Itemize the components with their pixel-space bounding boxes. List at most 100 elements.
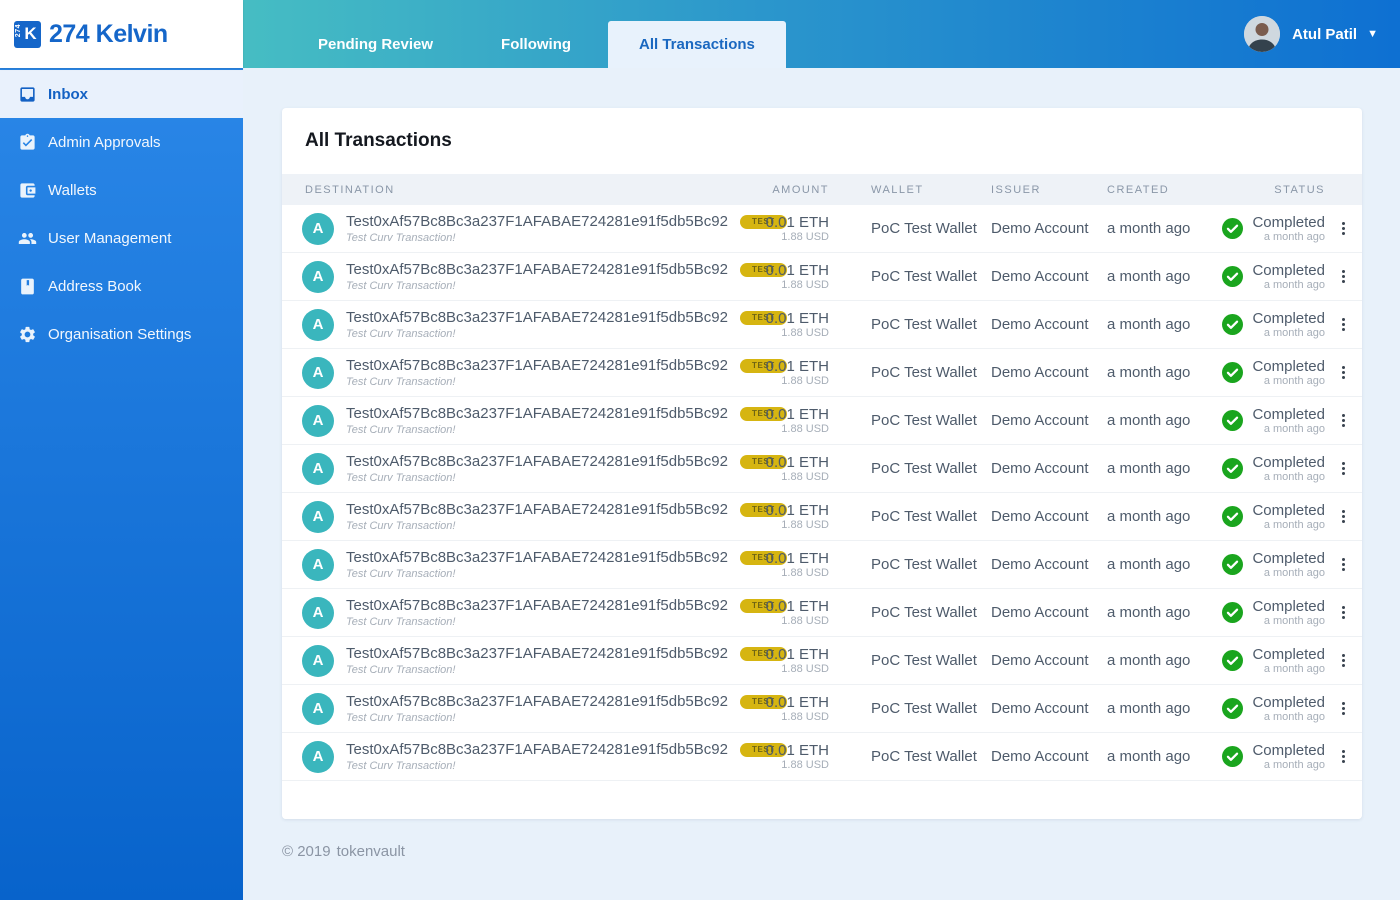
user-menu[interactable]: Atul Patil ▼ — [1244, 0, 1378, 68]
table-row[interactable]: A Test0xAf57Bc8Bc3a237F1AFABAE724281e91f… — [282, 301, 1362, 349]
sidebar-item-user-management[interactable]: User Management — [0, 214, 243, 262]
amount-usd: 1.88 USD — [781, 327, 829, 339]
status-label: Completed — [1252, 262, 1325, 279]
table-row[interactable]: A Test0xAf57Bc8Bc3a237F1AFABAE724281e91f… — [282, 493, 1362, 541]
destination-cell: A Test0xAf57Bc8Bc3a237F1AFABAE724281e91f… — [282, 596, 787, 629]
amount-cell: 0.01 ETH 1.88 USD — [739, 262, 829, 291]
status-label: Completed — [1252, 598, 1325, 615]
status-label: Completed — [1252, 694, 1325, 711]
row-actions-kebab-icon[interactable] — [1325, 349, 1362, 396]
logo-letter: K — [24, 24, 37, 43]
row-actions-kebab-icon[interactable] — [1325, 301, 1362, 348]
table-row[interactable]: A Test0xAf57Bc8Bc3a237F1AFABAE724281e91f… — [282, 541, 1362, 589]
destination-address: Test0xAf57Bc8Bc3a237F1AFABAE724281e91f5d… — [346, 597, 728, 614]
table-row[interactable]: A Test0xAf57Bc8Bc3a237F1AFABAE724281e91f… — [282, 733, 1362, 781]
tab-pending-review[interactable]: Pending Review — [318, 36, 434, 53]
row-actions-kebab-icon[interactable] — [1325, 685, 1362, 732]
column-header-issuer: ISSUER — [991, 183, 1041, 196]
row-actions-kebab-icon[interactable] — [1325, 589, 1362, 636]
issuer-cell: Demo Account — [991, 652, 1089, 669]
tab-following[interactable]: Following — [501, 36, 572, 53]
user-name: Atul Patil — [1292, 25, 1358, 43]
tab-all-transactions[interactable]: All Transactions — [608, 21, 786, 68]
issuer-cell: Demo Account — [991, 316, 1089, 333]
transaction-note: Test Curv Transaction! — [346, 760, 456, 772]
transaction-note: Test Curv Transaction! — [346, 712, 456, 724]
row-actions-kebab-icon[interactable] — [1325, 205, 1362, 252]
test-badge: TEST — [739, 598, 787, 613]
row-actions-kebab-icon[interactable] — [1325, 397, 1362, 444]
status-cell: Completed a month ago — [1217, 646, 1325, 675]
wallet-cell: PoC Test Wallet — [871, 508, 977, 525]
amount-cell: 0.01 ETH 1.88 USD — [739, 310, 829, 339]
table-row[interactable]: A Test0xAf57Bc8Bc3a237F1AFABAE724281e91f… — [282, 445, 1362, 493]
table-row[interactable]: A Test0xAf57Bc8Bc3a237F1AFABAE724281e91f… — [282, 253, 1362, 301]
table-row[interactable]: A Test0xAf57Bc8Bc3a237F1AFABAE724281e91f… — [282, 589, 1362, 637]
column-header-amount: AMOUNT — [772, 183, 829, 196]
row-actions-kebab-icon[interactable] — [1325, 493, 1362, 540]
status-time: a month ago — [1263, 519, 1325, 531]
status-time: a month ago — [1263, 423, 1325, 435]
avatar: A — [302, 548, 334, 581]
row-actions-kebab-icon[interactable] — [1325, 637, 1362, 684]
table-row[interactable]: A Test0xAf57Bc8Bc3a237F1AFABAE724281e91f… — [282, 205, 1362, 253]
issuer-cell: Demo Account — [991, 508, 1089, 525]
table-row[interactable]: A Test0xAf57Bc8Bc3a237F1AFABAE724281e91f… — [282, 397, 1362, 445]
destination-address: Test0xAf57Bc8Bc3a237F1AFABAE724281e91f5d… — [346, 261, 728, 278]
amount-usd: 1.88 USD — [781, 567, 829, 579]
amount-cell: 0.01 ETH 1.88 USD — [739, 598, 829, 627]
issuer-cell: Demo Account — [991, 748, 1089, 765]
sidebar-item-address-book[interactable]: Address Book — [0, 262, 243, 310]
avatar: A — [302, 500, 334, 533]
wallet-cell: PoC Test Wallet — [871, 652, 977, 669]
destination-address: Test0xAf57Bc8Bc3a237F1AFABAE724281e91f5d… — [346, 645, 728, 662]
transaction-note: Test Curv Transaction! — [346, 424, 456, 436]
created-cell: a month ago — [1107, 316, 1191, 333]
table-header: DESTINATION AMOUNT WALLET ISSUER CREATED… — [282, 174, 1362, 205]
destination-cell: A Test0xAf57Bc8Bc3a237F1AFABAE724281e91f… — [282, 404, 787, 437]
sidebar-item-organisation-settings[interactable]: Organisation Settings — [0, 310, 243, 358]
sidebar-item-admin-approvals[interactable]: Admin Approvals — [0, 118, 243, 166]
amount-eth: 0.01 ETH — [765, 262, 829, 279]
created-cell: a month ago — [1107, 268, 1191, 285]
amount-cell: 0.01 ETH 1.88 USD — [739, 550, 829, 579]
table-row[interactable]: A Test0xAf57Bc8Bc3a237F1AFABAE724281e91f… — [282, 349, 1362, 397]
avatar: A — [302, 644, 334, 677]
status-label: Completed — [1252, 454, 1325, 471]
status-cell: Completed a month ago — [1217, 406, 1325, 435]
destination-cell: A Test0xAf57Bc8Bc3a237F1AFABAE724281e91f… — [282, 740, 787, 773]
status-cell: Completed a month ago — [1217, 358, 1325, 387]
row-actions-kebab-icon[interactable] — [1325, 253, 1362, 300]
status-cell: Completed a month ago — [1217, 310, 1325, 339]
row-actions-kebab-icon[interactable] — [1325, 733, 1362, 780]
column-header-destination: DESTINATION — [305, 183, 395, 196]
destination-cell: A Test0xAf57Bc8Bc3a237F1AFABAE724281e91f… — [282, 548, 787, 581]
avatar: A — [302, 452, 334, 485]
sidebar-item-label: Admin Approvals — [48, 133, 161, 151]
brand-name: 274 Kelvin — [49, 19, 168, 48]
sidebar-item-label: Wallets — [48, 181, 97, 199]
destination-address: Test0xAf57Bc8Bc3a237F1AFABAE724281e91f5d… — [346, 549, 728, 566]
destination-address: Test0xAf57Bc8Bc3a237F1AFABAE724281e91f5d… — [346, 405, 728, 422]
amount-usd: 1.88 USD — [781, 663, 829, 675]
row-actions-kebab-icon[interactable] — [1325, 445, 1362, 492]
transaction-note: Test Curv Transaction! — [346, 328, 456, 340]
destination-address: Test0xAf57Bc8Bc3a237F1AFABAE724281e91f5d… — [346, 501, 728, 518]
brand-logo[interactable]: 274 K 274 Kelvin — [0, 0, 243, 68]
row-actions-kebab-icon[interactable] — [1325, 541, 1362, 588]
sidebar-item-inbox[interactable]: Inbox — [0, 70, 243, 118]
table-row[interactable]: A Test0xAf57Bc8Bc3a237F1AFABAE724281e91f… — [282, 685, 1362, 733]
created-cell: a month ago — [1107, 556, 1191, 573]
status-time: a month ago — [1263, 759, 1325, 771]
created-cell: a month ago — [1107, 460, 1191, 477]
status-cell: Completed a month ago — [1217, 742, 1325, 771]
completed-check-icon — [1222, 266, 1244, 287]
main-area: Pending Review Following All Transactions … — [243, 0, 1400, 900]
destination-cell: A Test0xAf57Bc8Bc3a237F1AFABAE724281e91f… — [282, 308, 787, 341]
status-cell: Completed a month ago — [1217, 550, 1325, 579]
table-row[interactable]: A Test0xAf57Bc8Bc3a237F1AFABAE724281e91f… — [282, 637, 1362, 685]
issuer-cell: Demo Account — [991, 556, 1089, 573]
sidebar-item-wallets[interactable]: Wallets — [0, 166, 243, 214]
destination-cell: A Test0xAf57Bc8Bc3a237F1AFABAE724281e91f… — [282, 212, 787, 245]
avatar: A — [302, 212, 334, 245]
